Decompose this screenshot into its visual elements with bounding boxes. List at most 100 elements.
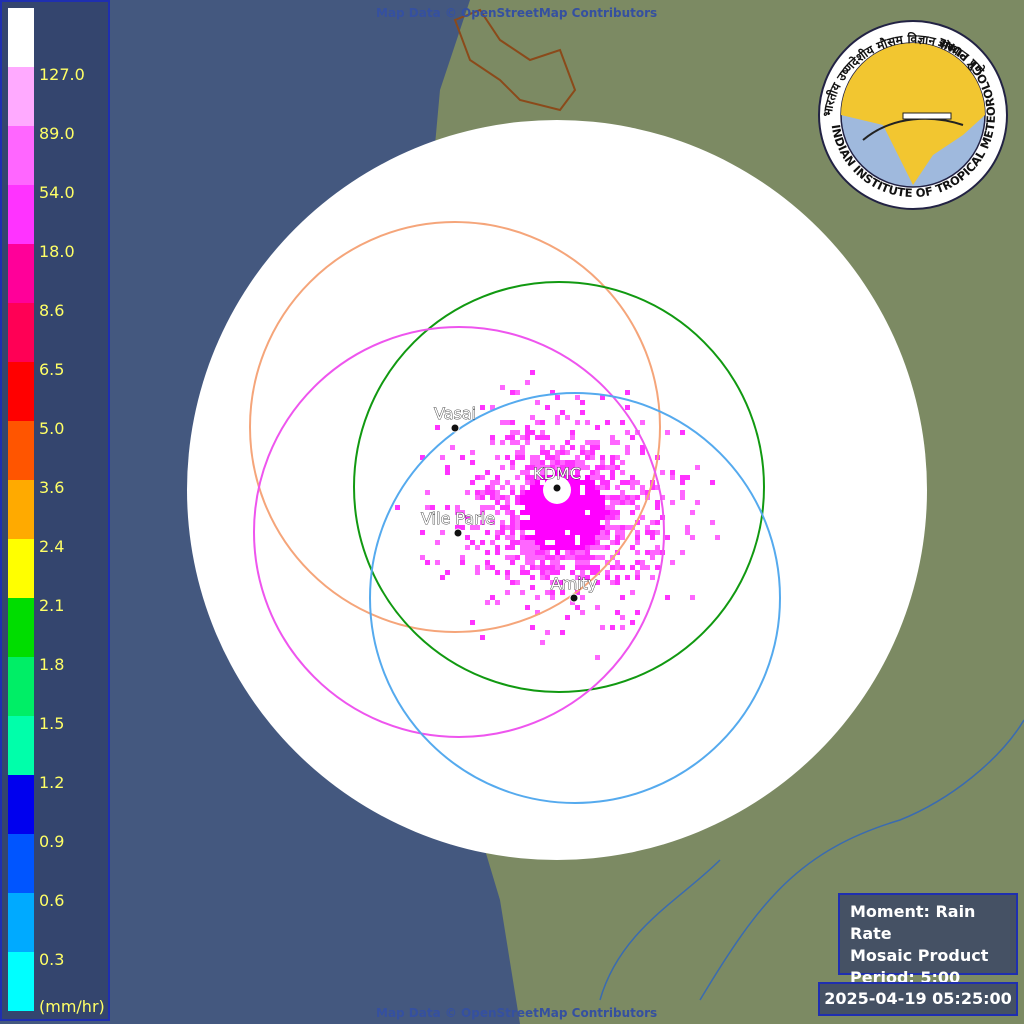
- rain-pixel: [570, 495, 575, 500]
- rain-pixel: [495, 500, 500, 505]
- rain-pixel: [510, 490, 515, 495]
- rain-pixel: [525, 560, 530, 565]
- rain-pixel: [510, 525, 515, 530]
- rain-pixel: [605, 420, 610, 425]
- rain-pixel: [620, 565, 625, 570]
- rain-pixel: [550, 560, 555, 565]
- rain-pixel: [605, 515, 610, 520]
- rain-pixel: [570, 530, 575, 535]
- rain-pixel: [430, 505, 435, 510]
- info-line: Moment: Rain Rate: [850, 902, 976, 943]
- rain-pixel: [605, 510, 610, 515]
- rain-pixel: [590, 450, 595, 455]
- rain-pixel: [490, 480, 495, 485]
- rain-pixel: [590, 525, 595, 530]
- rain-pixel: [680, 495, 685, 500]
- rain-pixel: [650, 485, 655, 490]
- rain-pixel: [540, 490, 545, 495]
- rain-pixel: [635, 570, 640, 575]
- rain-pixel: [525, 535, 530, 540]
- rain-pixel: [600, 495, 605, 500]
- rain-pixel: [420, 455, 425, 460]
- rain-pixel: [635, 530, 640, 535]
- rain-pixel: [530, 510, 535, 515]
- rain-pixel: [610, 510, 615, 515]
- rain-pixel: [495, 510, 500, 515]
- rain-pixel: [540, 560, 545, 565]
- legend-label: 89.0: [39, 124, 75, 143]
- rain-pixel: [665, 535, 670, 540]
- rain-pixel: [690, 595, 695, 600]
- rain-pixel: [520, 570, 525, 575]
- rain-pixel: [500, 530, 505, 535]
- rain-pixel: [580, 520, 585, 525]
- rain-pixel: [635, 540, 640, 545]
- station-label: Amity: [551, 574, 598, 593]
- rain-pixel: [565, 545, 570, 550]
- rain-pixel: [520, 485, 525, 490]
- rain-pixel: [475, 570, 480, 575]
- rain-pixel: [610, 500, 615, 505]
- rain-pixel: [575, 465, 580, 470]
- rain-pixel: [585, 505, 590, 510]
- rain-pixel: [535, 535, 540, 540]
- rain-pixel: [440, 530, 445, 535]
- rain-pixel: [610, 460, 615, 465]
- rain-pixel: [615, 610, 620, 615]
- rain-pixel: [485, 485, 490, 490]
- rain-pixel: [525, 435, 530, 440]
- station-dot: [450, 423, 460, 433]
- rain-pixel: [480, 490, 485, 495]
- timestamp: 2025-04-19 05:25:00: [818, 982, 1018, 1016]
- rain-pixel: [580, 460, 585, 465]
- rain-pixel: [510, 515, 515, 520]
- rain-pixel: [455, 510, 460, 515]
- rain-pixel: [580, 400, 585, 405]
- rain-pixel: [510, 510, 515, 515]
- rain-pixel: [470, 460, 475, 465]
- rain-pixel: [505, 420, 510, 425]
- rain-pixel: [545, 525, 550, 530]
- rain-pixel: [620, 490, 625, 495]
- rain-pixel: [585, 500, 590, 505]
- rain-pixel: [630, 525, 635, 530]
- rain-pixel: [570, 480, 575, 485]
- rain-pixel: [680, 475, 685, 480]
- rain-pixel: [555, 530, 560, 535]
- rain-pixel: [555, 465, 560, 470]
- rain-pixel: [530, 625, 535, 630]
- rain-pixel: [630, 480, 635, 485]
- rain-pixel: [530, 565, 535, 570]
- rain-pixel: [610, 625, 615, 630]
- rain-pixel: [680, 490, 685, 495]
- rain-pixel: [540, 470, 545, 475]
- rain-pixel: [485, 600, 490, 605]
- rain-pixel: [445, 465, 450, 470]
- rain-pixel: [540, 575, 545, 580]
- rain-pixel: [635, 550, 640, 555]
- border: [453, 8, 577, 112]
- rain-pixel: [590, 480, 595, 485]
- rain-pixel: [525, 510, 530, 515]
- rain-pixel: [510, 485, 515, 490]
- rain-pixel: [670, 560, 675, 565]
- rain-pixel: [595, 605, 600, 610]
- rain-pixel: [545, 575, 550, 580]
- rain-pixel: [505, 455, 510, 460]
- rain-pixel: [525, 440, 530, 445]
- rain-pixel: [560, 630, 565, 635]
- rain-pixel: [465, 535, 470, 540]
- rain-pixel: [555, 460, 560, 465]
- rain-pixel: [555, 580, 560, 585]
- rain-pixel: [485, 565, 490, 570]
- rain-pixel: [545, 550, 550, 555]
- rain-pixel: [685, 530, 690, 535]
- rain-pixel: [560, 565, 565, 570]
- rain-pixel: [505, 590, 510, 595]
- rain-pixel: [565, 500, 570, 505]
- rain-pixel: [615, 440, 620, 445]
- rain-pixel: [510, 545, 515, 550]
- rain-pixel: [540, 450, 545, 455]
- rain-pixel: [480, 475, 485, 480]
